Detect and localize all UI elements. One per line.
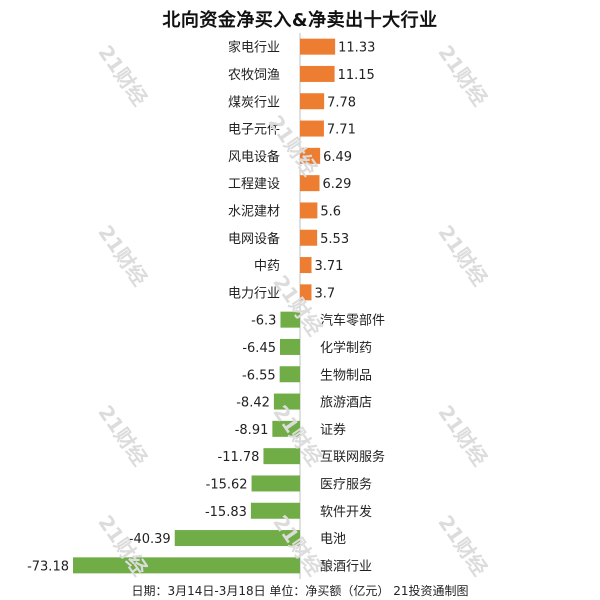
bar-2 (300, 93, 325, 110)
value-label-19: -73.18 (27, 559, 69, 574)
value-label-5: 6.29 (323, 177, 352, 192)
category-label-13: 旅游酒店 (320, 396, 372, 411)
value-label-3: 7.71 (327, 123, 356, 138)
bar-12 (279, 366, 300, 383)
bar-18 (174, 530, 300, 547)
bar-17 (250, 502, 300, 519)
bar-9 (300, 284, 312, 301)
category-label-11: 化学制药 (320, 340, 372, 356)
category-label-14: 证券 (320, 422, 346, 438)
bar-19 (73, 557, 300, 574)
chart-footer: 日期：3月14日-3月18日 单位：净买额（亿元） 21投资通制图 (131, 584, 469, 598)
value-label-16: -15.62 (206, 477, 248, 492)
value-label-12: -6.55 (242, 368, 276, 383)
category-label-10: 汽车零部件 (320, 313, 385, 329)
bar-14 (272, 420, 300, 437)
value-label-11: -6.45 (242, 341, 276, 356)
value-label-6: 5.6 (320, 204, 341, 219)
bar-15 (263, 448, 300, 465)
category-label-6: 水泥建材 (228, 204, 280, 219)
category-label-5: 工程建设 (228, 177, 280, 192)
category-label-19: 酿酒行业 (320, 558, 372, 574)
bar-13 (273, 393, 300, 410)
category-label-8: 中药 (254, 259, 280, 274)
value-label-4: 6.49 (323, 150, 352, 165)
value-label-17: -15.83 (205, 505, 247, 520)
value-label-10: -6.3 (251, 314, 276, 329)
category-label-12: 生物制品 (320, 368, 372, 383)
value-label-7: 5.53 (320, 232, 349, 247)
bar-4 (300, 147, 321, 164)
bar-8 (300, 257, 312, 274)
category-label-18: 电池 (320, 532, 346, 547)
bar-11 (279, 338, 300, 355)
category-label-4: 风电设备 (228, 149, 280, 165)
value-label-9: 3.7 (314, 286, 335, 301)
value-label-0: 11.33 (338, 41, 375, 56)
category-label-2: 煤炭行业 (228, 95, 280, 110)
bar-10 (280, 311, 300, 328)
value-label-2: 7.78 (327, 95, 356, 110)
bar-1 (300, 65, 335, 82)
category-label-0: 家电行业 (228, 40, 280, 56)
bar-3 (300, 120, 324, 137)
category-label-7: 电网设备 (228, 231, 280, 247)
category-label-1: 农牧饲渔 (228, 68, 280, 83)
bar-7 (300, 229, 318, 246)
bar-0 (300, 38, 336, 55)
value-label-15: -11.78 (218, 450, 260, 465)
bar-16 (251, 475, 300, 492)
value-label-14: -8.91 (235, 423, 269, 438)
category-label-3: 电子元件 (228, 123, 280, 138)
value-label-13: -8.42 (236, 396, 270, 411)
bar-6 (300, 202, 318, 219)
chart-title: 北向资金净买入&净卖出十大行业 (162, 10, 438, 31)
value-label-8: 3.71 (315, 259, 344, 274)
category-label-17: 软件开发 (320, 504, 372, 520)
category-label-16: 医疗服务 (320, 476, 372, 492)
value-label-18: -40.39 (129, 532, 171, 547)
category-label-15: 互联网服务 (320, 449, 385, 465)
category-label-9: 电力行业 (228, 286, 280, 301)
bar-5 (300, 175, 320, 192)
value-label-1: 11.15 (338, 68, 375, 83)
